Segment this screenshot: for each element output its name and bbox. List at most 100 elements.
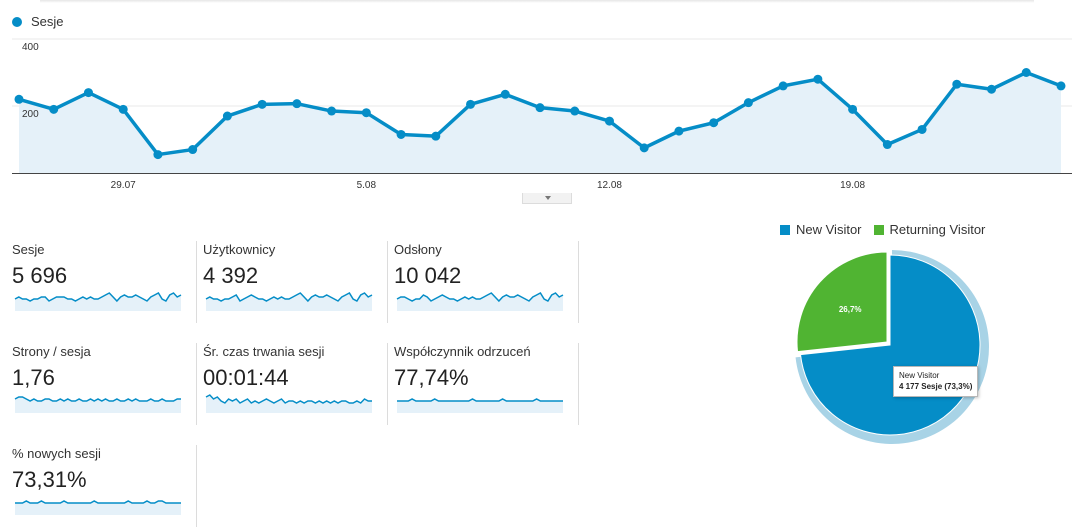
data-point[interactable]: [153, 150, 163, 160]
data-point[interactable]: [83, 88, 93, 98]
metric-nowe-sesje[interactable]: % nowych sesji 73,31%: [12, 445, 197, 530]
sparkline-line: [205, 394, 372, 404]
sparkline-area: [397, 399, 563, 413]
metric-sparkline: [14, 292, 182, 311]
metric-label: Współczynnik odrzuceń: [394, 344, 531, 359]
metric-divider: [387, 241, 388, 323]
data-point[interactable]: [14, 94, 24, 104]
chart-collapse-button[interactable]: [522, 193, 572, 204]
data-point[interactable]: [118, 104, 128, 114]
data-point[interactable]: [361, 108, 371, 118]
new-visitor-swatch: [780, 224, 790, 235]
sparkline-area: [15, 293, 181, 311]
data-point[interactable]: [778, 81, 788, 91]
metric-divider: [387, 343, 388, 425]
metric-value: 4 392: [203, 263, 259, 288]
metric-divider: [196, 241, 197, 323]
data-point[interactable]: [917, 124, 927, 134]
sessions-points: [14, 68, 1066, 160]
sesje-legend-label: Sesje: [31, 14, 64, 29]
legend-returning-visitor[interactable]: Returning Visitor: [873, 222, 986, 237]
data-point[interactable]: [466, 99, 476, 109]
main-chart-legend[interactable]: Sesje: [12, 14, 64, 29]
metric-divider: [196, 445, 197, 527]
metric-sparkline: [205, 394, 372, 413]
sparkline-area: [206, 293, 372, 311]
data-point[interactable]: [1021, 68, 1031, 77]
data-point[interactable]: [431, 131, 441, 141]
pie-tooltip: New Visitor 4 177 Sesje (73,3%): [893, 366, 979, 397]
visitor-pie-chart: 26,7%: [795, 250, 989, 444]
metric-sparkline: [205, 292, 373, 311]
data-point[interactable]: [222, 111, 232, 121]
sessions-line-chart: 400 200 29.07 5.08 12.08 19.08: [12, 38, 1072, 191]
data-point[interactable]: [188, 145, 198, 155]
metric-sparkline: [396, 292, 564, 311]
y-tick-200: 200: [22, 109, 39, 120]
y-tick-400: 400: [22, 42, 39, 53]
data-point[interactable]: [396, 129, 406, 139]
tooltip-title: New Visitor: [899, 371, 940, 380]
data-point[interactable]: [743, 98, 753, 108]
metric-sparkline: [14, 396, 181, 413]
returning-visitor-swatch: [873, 224, 884, 235]
data-point[interactable]: [49, 104, 59, 114]
legend-new-visitor[interactable]: New Visitor: [780, 222, 862, 237]
metric-label: % nowych sesji: [12, 446, 101, 461]
new-visitor-label: New Visitor: [796, 222, 862, 237]
data-point[interactable]: [987, 84, 997, 94]
data-point[interactable]: [952, 79, 962, 89]
returning-visitor-slice[interactable]: [796, 251, 888, 353]
data-point[interactable]: [882, 140, 892, 150]
x-tick-29-07: 29.07: [111, 180, 136, 191]
metric-uzytkownicy[interactable]: Użytkownicy 4 392: [203, 241, 388, 326]
metric-label: Śr. czas trwania sesji: [203, 344, 325, 359]
metric-label: Strony / sesja: [12, 344, 91, 359]
data-point[interactable]: [327, 106, 337, 116]
returning-visitor-percent: 26,7%: [839, 305, 862, 314]
data-point[interactable]: [639, 143, 649, 153]
data-point[interactable]: [570, 106, 580, 116]
metric-label: Odsłony: [394, 242, 442, 257]
sparkline-line: [15, 500, 181, 504]
data-point[interactable]: [292, 99, 302, 109]
metric-value: 00:01:44: [203, 365, 289, 390]
data-point[interactable]: [257, 99, 267, 109]
metric-strony-sesja[interactable]: Strony / sesja 1,76: [12, 343, 197, 428]
tooltip-value: 4 177 Sesje (73,3%): [899, 382, 973, 391]
metric-sparkline: [397, 398, 563, 413]
data-point[interactable]: [604, 116, 614, 126]
sparkline-line: [205, 292, 373, 303]
metric-wspolczynnik-odrzucen[interactable]: Współczynnik odrzuceń 77,74%: [394, 343, 579, 428]
data-point[interactable]: [813, 74, 823, 84]
sparkline-line: [14, 396, 181, 402]
metric-value: 77,74%: [394, 365, 469, 390]
metric-divider: [196, 343, 197, 425]
metric-value: 1,76: [12, 365, 55, 390]
data-point[interactable]: [535, 103, 545, 113]
sparkline-area: [206, 395, 372, 413]
metric-label: Sesje: [12, 242, 45, 257]
data-point[interactable]: [674, 126, 684, 136]
sparkline-line: [396, 292, 564, 303]
metric-sr-czas-trwania[interactable]: Śr. czas trwania sesji 00:01:44: [203, 343, 388, 428]
data-point[interactable]: [709, 118, 719, 128]
metric-value: 10 042: [394, 263, 462, 288]
data-point[interactable]: [500, 89, 510, 99]
metric-divider: [578, 241, 579, 323]
pie-legend: New Visitor Returning Visitor: [780, 222, 997, 237]
returning-visitor-label: Returning Visitor: [889, 222, 986, 237]
metric-sparkline: [15, 500, 181, 515]
metric-label: Użytkownicy: [203, 242, 276, 257]
data-point[interactable]: [848, 104, 858, 114]
sparkline-line: [397, 398, 563, 402]
metric-sesje[interactable]: Sesje 5 696: [12, 241, 197, 326]
sparkline-area: [15, 501, 181, 515]
data-point[interactable]: [1056, 81, 1066, 91]
metric-odslony[interactable]: Odsłony 10 042: [394, 241, 579, 326]
sesje-legend-dot: [12, 16, 22, 27]
x-tick-19-08: 19.08: [840, 180, 865, 191]
top-shadow: [40, 0, 1034, 3]
x-tick-5-08: 5.08: [357, 180, 377, 191]
sparkline-line: [14, 292, 182, 303]
